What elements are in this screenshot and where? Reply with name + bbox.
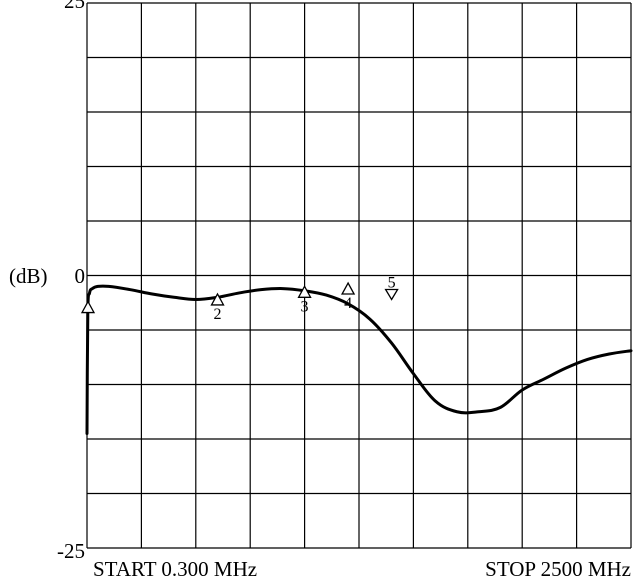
- marker-triangle-4: [340, 281, 356, 295]
- marker-label-4: 4: [344, 295, 352, 312]
- marker-triangle-2: [210, 292, 225, 306]
- marker-label-5: 5: [388, 274, 396, 291]
- x-start-label: START 0.300 MHz: [93, 557, 257, 580]
- marker-triangle-start: [80, 300, 96, 314]
- marker-label-3: 3: [301, 298, 309, 315]
- marker-triangle-3: [297, 284, 312, 298]
- y-tick-top: 25: [64, 0, 85, 13]
- y-tick-bottom: -25: [57, 539, 85, 563]
- y-tick-zero: 0: [75, 264, 86, 288]
- y-axis-label: (dB): [9, 264, 48, 288]
- marker-label-2: 2: [214, 306, 222, 323]
- x-stop-label: STOP 2500 MHz: [485, 557, 631, 580]
- marker-group: 2 3 4 5: [80, 274, 399, 323]
- trace-line: [85, 284, 633, 436]
- plot-grid: [86, 2, 632, 549]
- marker-triangle-5: [384, 288, 399, 301]
